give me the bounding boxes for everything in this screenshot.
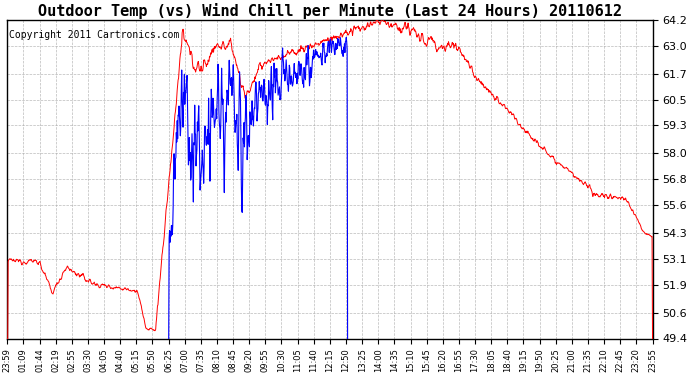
Title: Outdoor Temp (vs) Wind Chill per Minute (Last 24 Hours) 20110612: Outdoor Temp (vs) Wind Chill per Minute … — [38, 3, 622, 19]
Text: Copyright 2011 Cartronics.com: Copyright 2011 Cartronics.com — [8, 30, 179, 39]
